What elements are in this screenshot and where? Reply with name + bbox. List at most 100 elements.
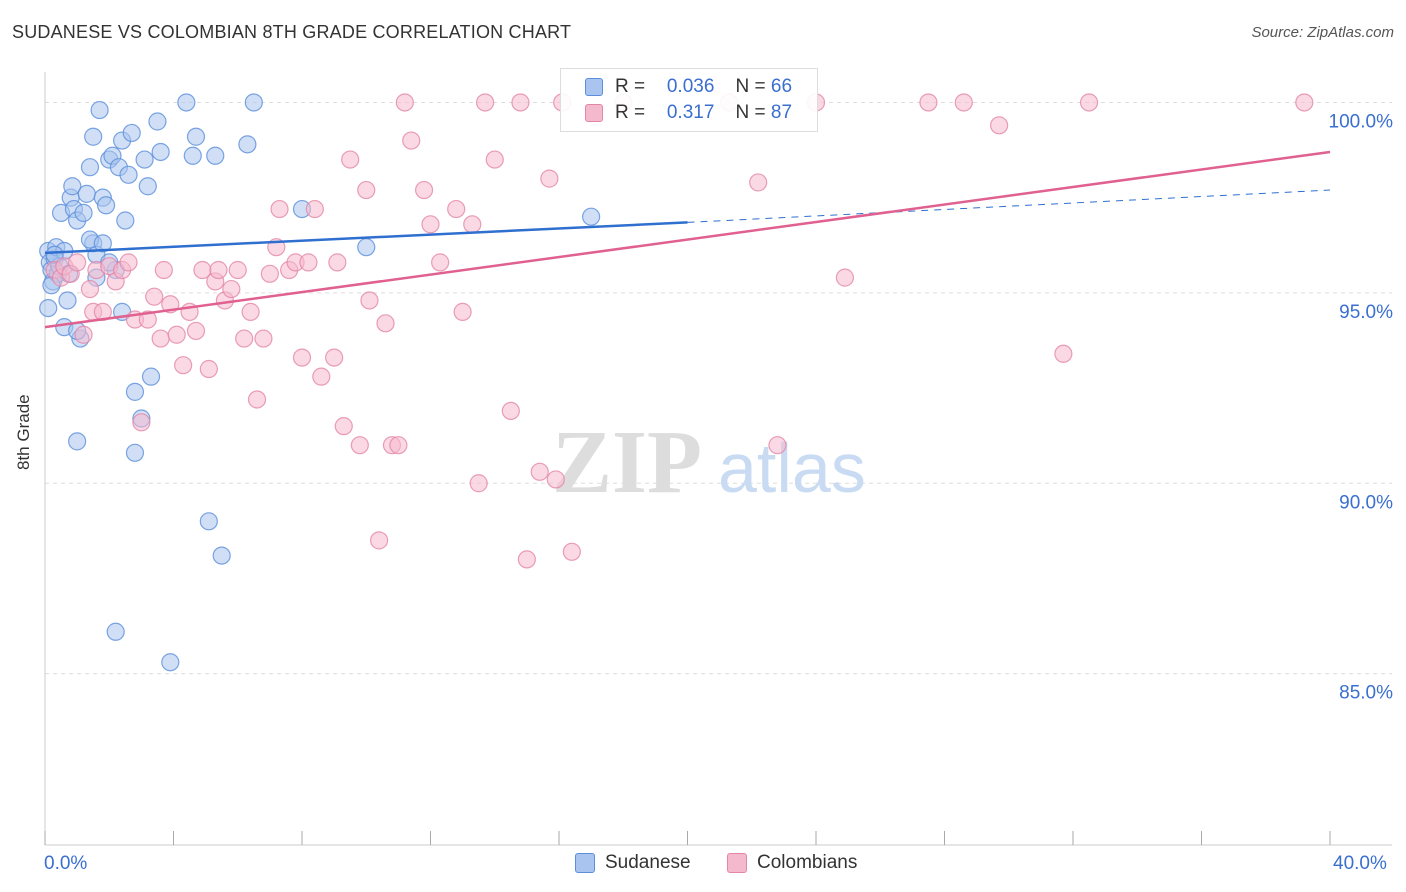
colombians-point: [476, 93, 495, 112]
sudanese-point: [93, 234, 112, 253]
sudanese-swatch: [585, 78, 603, 96]
y-tick-label: 85.0%: [1339, 683, 1393, 704]
sudanese-point: [183, 146, 202, 165]
colombians-point: [228, 260, 247, 280]
sudanese-point: [74, 203, 93, 222]
colombians-point: [292, 348, 312, 367]
y-axis-label: 8th Grade: [14, 394, 33, 470]
colombians-point: [186, 321, 206, 341]
colombians-point: [1295, 93, 1314, 112]
colombians-point: [68, 253, 87, 272]
colombians-point: [954, 93, 973, 112]
sudanese-point: [138, 177, 157, 196]
colombians-point: [835, 268, 855, 287]
correlation-legend: R = 0.036 N = 66 R = 0.317 N = 87: [560, 68, 818, 132]
colombians-swatch: [585, 104, 603, 122]
colombians-point: [260, 264, 279, 283]
watermark-zip: ZIP: [552, 413, 702, 512]
y-tick-label: 100.0%: [1329, 111, 1394, 132]
colombians-point: [357, 180, 376, 200]
sudanese-point: [357, 238, 376, 257]
colombians-point: [517, 550, 536, 569]
sudanese-point: [39, 298, 58, 318]
sudanese-point: [58, 291, 77, 310]
colombians-point: [395, 93, 414, 112]
colombians-point: [167, 325, 186, 344]
y-tick-labels: 100.0% 95.0% 90.0% 85.0%: [1329, 111, 1394, 703]
colombians-point: [312, 367, 331, 386]
colombians-point: [431, 253, 450, 272]
sudanese-point: [63, 177, 82, 196]
colombians-point: [74, 325, 93, 344]
colombians-trend-line: [44, 150, 1331, 329]
colombians-point: [132, 413, 151, 432]
watermark-atlas: atlas: [718, 429, 866, 507]
colombians-point: [145, 287, 164, 306]
colombians-point: [990, 116, 1009, 135]
colombians-point: [222, 279, 241, 299]
colombians-point: [209, 260, 228, 280]
sudanese-point: [122, 123, 141, 143]
colombians-point: [402, 131, 421, 150]
colombians-point: [305, 199, 324, 219]
colombians-point: [376, 314, 395, 333]
colombians-point: [254, 329, 273, 348]
colombians-point: [119, 253, 138, 272]
colombians-point: [501, 401, 520, 421]
colombians-point: [174, 356, 193, 375]
colombians-point: [546, 470, 565, 489]
colombians-point: [1054, 344, 1073, 363]
sudanese-point: [161, 653, 180, 672]
sudanese-point: [582, 207, 601, 226]
sudanese-point: [135, 150, 154, 169]
sudanese-point: [141, 367, 161, 386]
colombians-legend-swatch: [727, 853, 747, 873]
legend-row-sudanese: R = 0.036 N = 66: [585, 75, 792, 99]
colombians-point: [447, 199, 466, 219]
colombians-point: [749, 173, 768, 192]
axes: [44, 72, 1392, 846]
y-tick-label: 95.0%: [1339, 302, 1393, 323]
x-axis-min-label: 0.0%: [44, 853, 88, 874]
sudanese-point: [68, 432, 87, 451]
legend-r-label: R =: [615, 102, 646, 123]
colombians-point: [530, 462, 549, 481]
sudanese-point: [177, 93, 196, 112]
legend-label-sudanese: Sudanese: [605, 852, 691, 873]
sudanese-point: [80, 158, 100, 177]
grid-lines: [45, 101, 1392, 675]
colombians-point: [299, 253, 318, 272]
colombians-point: [421, 215, 440, 234]
colombians-point: [154, 260, 173, 280]
colombians-point: [350, 436, 369, 455]
colombians-point: [241, 302, 260, 321]
colombians-point: [485, 150, 504, 169]
legend-row-colombians: R = 0.317 N = 87: [585, 101, 792, 125]
colombians-point: [768, 436, 787, 455]
sudanese-point: [119, 165, 138, 184]
legend-r-value: 0.317: [666, 102, 715, 123]
legend-n-value: 87: [770, 102, 793, 123]
sudanese-trend-line: [44, 221, 688, 255]
y-tick-label: 90.0%: [1339, 492, 1393, 513]
legend-item-sudanese: Sudanese: [575, 852, 691, 874]
sudanese-point: [125, 443, 145, 462]
colombians-point: [414, 180, 434, 200]
colombians-point: [138, 310, 157, 329]
colombians-point: [469, 474, 488, 493]
colombians-point: [334, 417, 353, 436]
sudanese-point: [212, 546, 231, 565]
legend-r-value: 0.036: [666, 76, 715, 97]
sudanese-trend-extension: [687, 189, 1331, 223]
colombians-point: [199, 359, 218, 379]
colombians-point: [1079, 93, 1099, 112]
colombians-point: [360, 291, 379, 310]
colombians-point: [370, 531, 389, 550]
sudanese-point: [90, 100, 109, 120]
trend-lines: [44, 150, 1331, 329]
sudanese-point: [125, 382, 145, 401]
legend-n-label: N =: [735, 76, 766, 97]
legend-n-value: 66: [770, 76, 793, 97]
colombians-point: [80, 279, 100, 299]
